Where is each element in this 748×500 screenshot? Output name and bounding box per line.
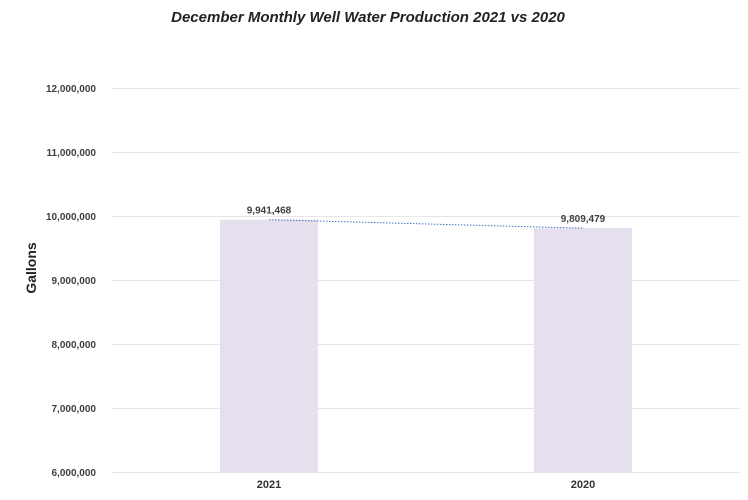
bar-2021 [220,219,318,472]
y-tick-label: 9,000,000 [52,276,97,287]
y-tick-label: 11,000,000 [47,148,97,159]
y-tick-label: 10,000,000 [46,212,96,223]
trendline [268,219,584,229]
chart-title: December Monthly Well Water Production 2… [171,9,565,26]
trendline-dotted [268,219,584,229]
y-axis-title: Gallons [23,242,39,294]
y-axis-tick-labels: 6,000,000 7,000,000 8,000,000 9,000,000 10,0… [46,84,96,479]
data-label-2020: 9,809,479 [561,214,606,225]
x-axis-category-labels: 2021 2020 [257,479,595,491]
category-label-2021: 2021 [257,479,281,491]
y-tick-label: 6,000,000 [52,468,97,479]
y-tick-label: 8,000,000 [52,340,97,351]
y-tick-label: 12,000,000 [46,84,96,95]
bar-2020 [534,228,632,472]
y-tick-label: 7,000,000 [52,404,97,415]
data-labels: 9,941,468 9,809,479 [247,206,606,225]
gridlines [112,88,740,473]
data-label-2021: 9,941,468 [247,206,292,217]
category-label-2020: 2020 [571,479,595,491]
bars [220,219,632,472]
